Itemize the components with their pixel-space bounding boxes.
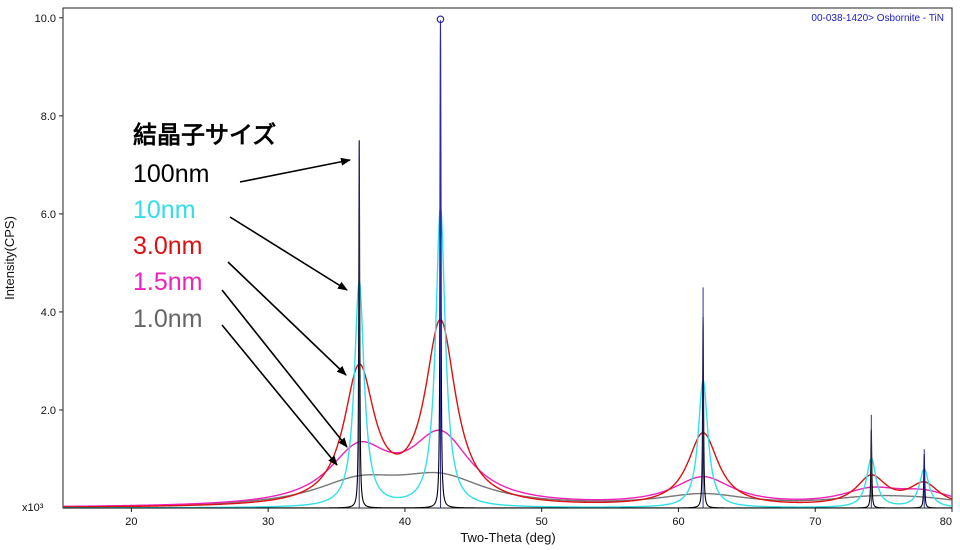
arrow-100nm: [239, 157, 351, 183]
arrow-1nm: [221, 324, 338, 466]
series-line-3-0nm: [63, 318, 953, 508]
y-tick-label: 8.0: [41, 111, 56, 123]
legend: 結晶子サイズ 100nm 10nm 3.0nm 1.5nm 1.0nm: [133, 121, 276, 333]
x-tick-label: 80: [940, 516, 952, 528]
x-tick-label: 70: [809, 516, 821, 528]
x-tick-label: 50: [536, 516, 548, 528]
legend-item-3nm: 3.0nm: [133, 232, 202, 260]
series-layer: [62, 22, 953, 509]
y-axis-title: Intensity(CPS): [2, 216, 17, 300]
x-axis-ticks: 20 30 40 50 60 70 80: [125, 508, 953, 528]
reference-pattern-label: 00-038-1420> Osbornite - TiN: [811, 13, 944, 24]
x-tick-label: 30: [262, 516, 274, 528]
arrow-10nm: [229, 216, 348, 291]
legend-item-1-5nm: 1.5nm: [133, 268, 202, 296]
legend-title: 結晶子サイズ: [133, 121, 276, 149]
reference-peak-marker: [436, 15, 445, 24]
y-tick-label: 10.0: [35, 13, 56, 25]
arrow-3nm: [227, 261, 347, 376]
arrow-1-5nm: [221, 289, 348, 448]
legend-item-10nm: 10nm: [133, 196, 196, 224]
legend-item-100nm: 100nm: [133, 160, 209, 188]
y-tick-label: 4.0: [41, 307, 56, 319]
x-tick-label: 20: [125, 516, 137, 528]
series-line-100nm: [63, 22, 952, 509]
y-axis-ticks: 2.0 4.0 6.0 8.0 10.0: [35, 13, 63, 417]
y-tick-label: 2.0: [41, 405, 56, 417]
legend-item-1nm: 1.0nm: [133, 305, 202, 333]
legend-arrows: [221, 157, 351, 466]
x-tick-label: 60: [672, 516, 684, 528]
x-tick-label: 40: [399, 516, 411, 528]
reference-peaks-layer: [358, 15, 925, 508]
y-tick-label: 6.0: [41, 209, 56, 221]
x-axis-title: Two-Theta (deg): [460, 530, 555, 545]
series-line-1-5nm: [62, 429, 953, 508]
y-multiplier-label: x10³: [22, 502, 44, 514]
